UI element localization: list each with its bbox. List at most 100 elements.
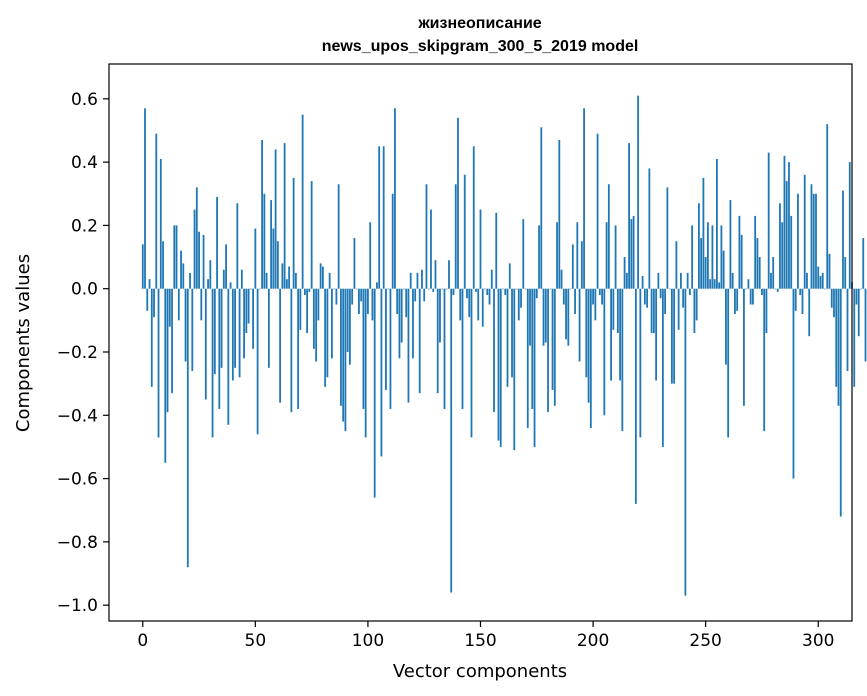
bar-186 (560, 269, 563, 289)
bar-110 (389, 288, 392, 409)
bar-39 (229, 282, 232, 289)
bar-198 (587, 288, 590, 403)
bar-80 (321, 266, 324, 289)
bar-288 (790, 215, 793, 289)
bar-232 (664, 288, 667, 315)
bar-67 (292, 177, 295, 289)
bar-103 (373, 288, 376, 498)
bar-119 (409, 272, 412, 289)
bar-180 (547, 288, 549, 413)
bar-68 (294, 272, 297, 289)
bar-17 (180, 250, 182, 289)
bar-99 (364, 288, 367, 438)
bar-238 (677, 288, 680, 330)
bar-111 (391, 193, 394, 289)
bar-251 (707, 222, 709, 289)
bar-193 (576, 222, 579, 289)
bar-296 (808, 288, 811, 337)
bar-203 (598, 288, 601, 296)
bar-317 (855, 288, 858, 305)
bar-252 (709, 279, 712, 289)
bar-116 (403, 288, 405, 290)
bar-247 (698, 203, 700, 289)
bar-92 (349, 288, 351, 365)
chart-title-line-1: жизнеописание (417, 15, 541, 32)
bar-123 (418, 288, 421, 394)
bar-258 (722, 250, 725, 289)
bar-130 (434, 260, 437, 289)
bar-120 (412, 288, 414, 359)
bar-21 (189, 272, 191, 289)
bar-184 (556, 222, 558, 289)
bar-97 (360, 288, 363, 302)
bar-175 (535, 288, 538, 299)
bar-199 (589, 288, 592, 428)
bar-250 (704, 257, 707, 289)
bar-267 (743, 288, 745, 406)
bar-45 (243, 288, 245, 359)
bar-131 (436, 288, 439, 394)
bar-3 (148, 279, 151, 289)
bar-109 (387, 288, 390, 290)
bar-84 (331, 288, 333, 359)
bar-56 (267, 288, 270, 368)
bar-276 (763, 288, 766, 432)
bar-74 (308, 288, 311, 292)
bar-197 (585, 288, 588, 378)
bar-18 (182, 263, 185, 289)
bar-265 (738, 215, 741, 289)
bar-101 (369, 222, 372, 289)
bar-107 (382, 146, 385, 289)
bar-23 (193, 209, 196, 289)
bar-263 (734, 288, 736, 315)
bar-135 (445, 288, 448, 290)
bar-95 (355, 288, 358, 290)
bar-173 (531, 288, 534, 409)
bar-134 (443, 288, 446, 409)
bar-137 (450, 288, 453, 593)
bar-28 (204, 288, 207, 400)
bar-210 (614, 225, 617, 289)
bar-29 (207, 279, 209, 289)
bar-205 (603, 288, 606, 416)
bar-151 (481, 288, 484, 327)
x-tick-label: 0 (137, 631, 148, 651)
bar-88 (340, 288, 342, 406)
bar-77 (315, 288, 318, 362)
bar-167 (517, 288, 520, 321)
bar-270 (749, 288, 752, 305)
bar-307 (833, 288, 835, 318)
bar-196 (583, 108, 585, 289)
bar-302 (821, 272, 824, 289)
bar-228 (655, 288, 658, 381)
bar-104 (376, 282, 378, 289)
bar-282 (776, 288, 779, 292)
bar-230 (659, 288, 662, 299)
bar-72 (303, 288, 306, 296)
bar-34 (218, 288, 221, 409)
bar-246 (695, 288, 698, 321)
bar-71 (301, 114, 304, 289)
bar-273 (756, 238, 759, 289)
bar-308 (835, 288, 838, 387)
bar-304 (826, 124, 829, 289)
bar-297 (810, 184, 813, 289)
bar-225 (648, 168, 651, 289)
bar-43 (238, 288, 241, 378)
bar-312 (844, 257, 847, 289)
bar-127 (427, 288, 430, 290)
bar-87 (337, 184, 340, 289)
bar-139 (454, 184, 457, 289)
bar-183 (553, 288, 556, 406)
bar-53 (261, 139, 263, 289)
bar-188 (565, 288, 567, 340)
bar-195 (580, 241, 583, 289)
bar-81 (324, 288, 327, 387)
bar-275 (761, 288, 763, 296)
bar-114 (398, 288, 401, 359)
bar-6 (155, 133, 158, 289)
bar-11 (166, 288, 169, 413)
bar-14 (173, 225, 176, 289)
bar-46 (245, 288, 248, 334)
bar-12 (168, 288, 171, 327)
